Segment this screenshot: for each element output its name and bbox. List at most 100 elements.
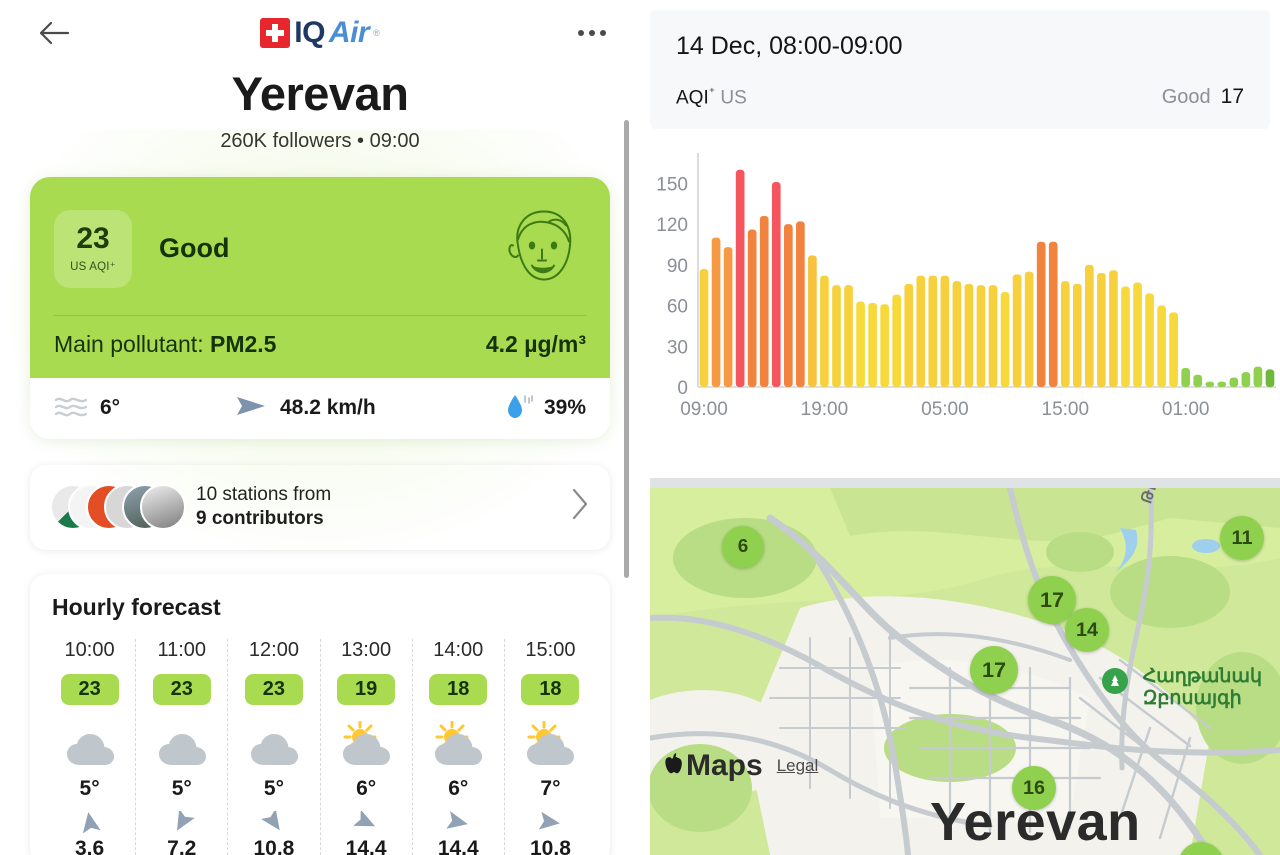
avatar	[140, 484, 186, 531]
map-station-marker[interactable]: 28	[1178, 842, 1224, 855]
chart-bar[interactable]	[747, 229, 757, 388]
map-station-marker[interactable]: 16	[1012, 766, 1056, 810]
hourly-forecast-column[interactable]: 12:00 23 5° 10.8	[228, 639, 321, 855]
chart-bar[interactable]	[928, 276, 938, 388]
chart-bar[interactable]	[771, 182, 781, 388]
chart-bar[interactable]	[1097, 273, 1106, 388]
chart-bar[interactable]	[844, 285, 853, 388]
pollutant-name: PM2.5	[209, 330, 277, 357]
aqi-scale-text: AQI	[676, 87, 709, 109]
more-options-icon[interactable]	[566, 30, 606, 36]
back-arrow-icon[interactable]	[34, 13, 74, 53]
map-station-marker[interactable]: 17	[970, 646, 1018, 694]
aqi-history-chart[interactable]: 0 30 60 90 120 150 09:00 19:00 05:00 15:00 01:00	[640, 145, 1280, 435]
park-pin-icon[interactable]	[1102, 668, 1128, 694]
stations-contributors-card[interactable]: 10 stations from 9 contributors	[30, 464, 610, 551]
chart-bar[interactable]	[892, 295, 902, 388]
chart-bar[interactable]	[735, 170, 745, 388]
vertical-scrollbar[interactable]	[624, 120, 629, 578]
hourly-temperature: 5°	[171, 777, 192, 801]
chart-bar[interactable]	[1109, 270, 1118, 388]
chart-bar[interactable]	[1048, 242, 1058, 388]
chart-bar[interactable]	[1253, 366, 1263, 388]
chart-bar[interactable]	[952, 281, 962, 388]
pollutant-prefix: Main pollutant:	[54, 330, 210, 357]
chart-bar[interactable]	[1217, 381, 1227, 388]
chart-bar[interactable]	[856, 301, 865, 388]
chart-bar[interactable]	[759, 216, 769, 388]
chart-y-tick-label: 90	[667, 256, 688, 277]
contributor-text: 10 stations from 9 contributors	[196, 483, 331, 532]
map-station-marker[interactable]: 17	[1028, 576, 1076, 624]
hourly-time: 15:00	[525, 639, 576, 662]
chart-bar[interactable]	[1024, 271, 1034, 388]
hourly-aqi-pill-wrap: 23	[228, 662, 319, 706]
selected-aqi-row: AQI⁺ US Good 17	[676, 85, 1244, 109]
chart-bar[interactable]	[1145, 293, 1154, 388]
map-station-marker[interactable]: 6	[722, 526, 764, 568]
hourly-forecast-column[interactable]: 15:00 18 7° 10.8	[505, 639, 596, 855]
chart-bar[interactable]	[1181, 368, 1191, 388]
chart-bar[interactable]	[904, 284, 914, 388]
hourly-temperature: 7°	[540, 777, 561, 801]
chart-bar[interactable]	[1205, 381, 1215, 388]
brand-air-text: Air	[328, 16, 370, 49]
chart-bar[interactable]	[1121, 286, 1130, 388]
hourly-aqi-pill-wrap: 23	[44, 662, 135, 706]
chart-bar[interactable]	[940, 276, 950, 388]
chart-bar[interactable]	[1085, 265, 1094, 388]
chart-bar[interactable]	[1169, 312, 1178, 388]
chart-bar[interactable]	[808, 255, 817, 388]
aqi-summary-card[interactable]: 23 US AQI⁺ Good	[30, 176, 610, 439]
selected-hour-summary: 14 Dec, 08:00-09:00 AQI⁺ US Good 17	[650, 10, 1270, 130]
contributors-count-label: 9 contributors	[196, 508, 324, 530]
chart-bar[interactable]	[988, 285, 998, 388]
chart-bar[interactable]	[880, 304, 889, 388]
map-station-marker[interactable]: 11	[1220, 516, 1264, 560]
chart-bar[interactable]	[916, 276, 926, 388]
chart-bar[interactable]	[1036, 242, 1046, 388]
chart-bar[interactable]	[723, 247, 733, 388]
chart-bar[interactable]	[1157, 305, 1166, 388]
chart-x-tick-label: 19:00	[801, 399, 849, 420]
chart-bar[interactable]	[976, 285, 986, 388]
hourly-temperature: 6°	[356, 777, 377, 801]
chart-bar[interactable]	[1060, 281, 1070, 388]
chart-bar[interactable]	[711, 237, 721, 388]
chart-bar[interactable]	[868, 303, 877, 388]
top-bar: IQ Air ®	[0, 0, 640, 66]
map-legal-link[interactable]: Legal	[776, 756, 819, 775]
hourly-forecast-column[interactable]: 10:00 23 5° 3.6	[44, 639, 137, 855]
chart-bar[interactable]	[1241, 372, 1251, 388]
chart-bar[interactable]	[1012, 274, 1022, 388]
stations-count-label: 10 stations from	[196, 483, 332, 505]
aqi-bar-chart[interactable]: 0 30 60 90 120 150 09:00 19:00 05:00 15:00 01:00	[640, 145, 1280, 435]
chart-bar[interactable]	[820, 276, 829, 388]
park-label-line1: Հաղթանակ	[1142, 666, 1262, 687]
page-title: Yerevan	[231, 67, 409, 120]
chart-bar[interactable]	[1229, 377, 1239, 388]
chart-bar[interactable]	[699, 269, 709, 388]
map-canvas[interactable]: ԹԲԻԼ Հաղթանակ Զբոսայգի 611171417162818 M…	[650, 488, 1280, 855]
hourly-forecast-column[interactable]: 13:00 19 6° 14.4	[321, 639, 413, 855]
chart-bar[interactable]	[1000, 292, 1010, 388]
hourly-forecast-column[interactable]: 11:00 23 5° 7.2	[136, 639, 229, 855]
hourly-wind-speed: 3.6	[74, 837, 105, 855]
chart-y-tick-label: 30	[667, 338, 688, 359]
chart-bar[interactable]	[964, 284, 974, 388]
map-station-marker[interactable]: 14	[1065, 608, 1109, 652]
chart-bar[interactable]	[1193, 375, 1203, 388]
cloudy-icon	[44, 717, 135, 773]
chart-x-tick-label: 15:00	[1042, 399, 1090, 420]
chart-bar[interactable]	[1265, 369, 1275, 388]
stations-map[interactable]: ԹԲԻԼ Հաղթանակ Զբոսայգի 611171417162818 M…	[650, 478, 1280, 855]
aqi-card-body: 23 US AQI⁺ Good	[30, 176, 610, 378]
chart-bar[interactable]	[1133, 282, 1142, 388]
chart-bar[interactable]	[796, 221, 805, 388]
chart-bar[interactable]	[783, 224, 793, 388]
chart-bar[interactable]	[832, 285, 841, 388]
chevron-right-icon[interactable]	[570, 487, 590, 527]
maps-label: Maps	[686, 749, 763, 782]
chart-bar[interactable]	[1072, 284, 1082, 388]
hourly-forecast-column[interactable]: 14:00 18 6° 14.4	[413, 639, 505, 855]
